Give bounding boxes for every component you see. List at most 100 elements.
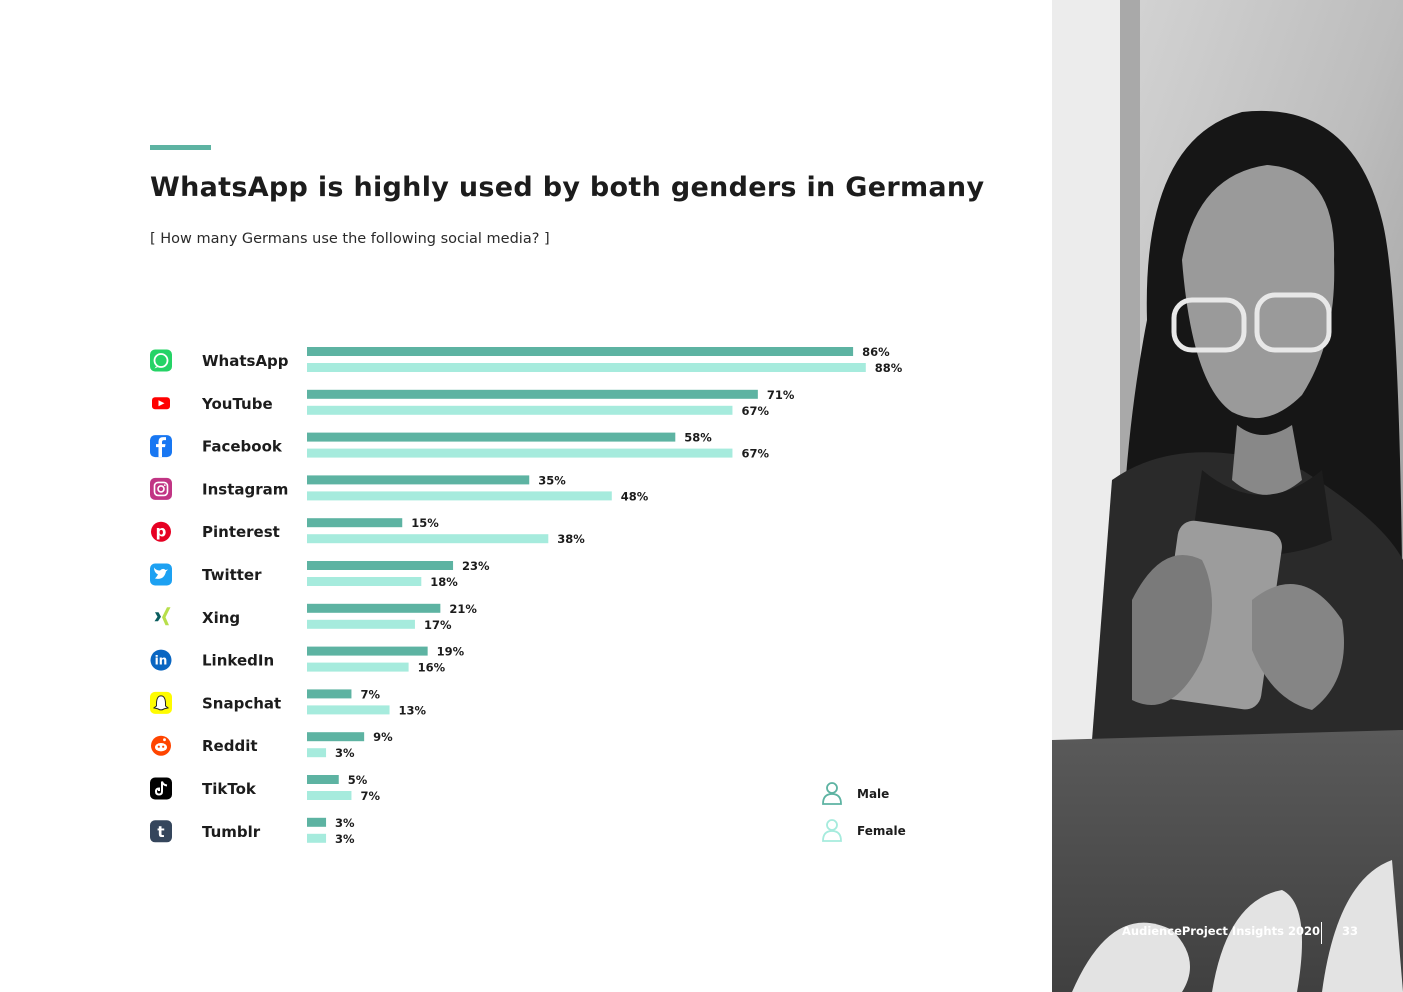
reddit-icon bbox=[151, 735, 171, 756]
accent-rule bbox=[150, 145, 211, 150]
legend-label: Female bbox=[857, 824, 906, 838]
snapchat-icon bbox=[150, 691, 172, 714]
footer-divider bbox=[1321, 922, 1322, 944]
chart-row: Twitter 23% 18% bbox=[150, 559, 490, 589]
female-bar bbox=[307, 705, 390, 715]
svg-text:p: p bbox=[156, 523, 167, 541]
male-value-label: 21% bbox=[449, 602, 477, 616]
instagram-icon bbox=[150, 477, 172, 500]
male-value-label: 9% bbox=[373, 730, 393, 744]
female-bar bbox=[307, 448, 733, 458]
whatsapp-icon bbox=[150, 349, 172, 372]
female-value-label: 13% bbox=[399, 703, 427, 717]
female-value-label: 18% bbox=[430, 575, 458, 589]
chart-row: t Tumblr 3% 3% bbox=[150, 816, 355, 846]
female-bar bbox=[307, 534, 549, 544]
chart-legend: Male Female bbox=[822, 782, 906, 842]
male-bar bbox=[307, 561, 454, 570]
male-bar bbox=[307, 432, 676, 442]
chart-row: Reddit 9% 3% bbox=[151, 730, 393, 760]
female-value-label: 67% bbox=[741, 447, 769, 461]
female-bar bbox=[307, 491, 612, 501]
female-bar bbox=[307, 577, 422, 586]
female-bar bbox=[307, 833, 327, 843]
female-value-label: 67% bbox=[741, 404, 769, 418]
platform-label: Pinterest bbox=[202, 523, 280, 541]
female-value-label: 7% bbox=[360, 789, 380, 803]
legend-label: Male bbox=[857, 787, 889, 801]
tiktok-icon bbox=[150, 777, 172, 800]
platform-label: LinkedIn bbox=[202, 652, 274, 670]
male-value-label: 35% bbox=[538, 473, 566, 487]
photo-woman-with-phone bbox=[1052, 0, 1403, 992]
chart-row: Instagram 35% 48% bbox=[150, 473, 649, 503]
platform-label: Xing bbox=[202, 609, 240, 627]
chart-row: Snapchat 7% 13% bbox=[150, 687, 427, 717]
xing-icon bbox=[154, 607, 171, 626]
female-value-label: 88% bbox=[875, 361, 903, 375]
linkedin-icon: in bbox=[150, 649, 172, 671]
platform-label: Tumblr bbox=[202, 823, 261, 841]
page-title: WhatsApp is highly used by both genders … bbox=[150, 172, 985, 203]
female-value-label: 3% bbox=[335, 746, 355, 760]
footer-title: AudienceProject Insights 2020 bbox=[1122, 924, 1320, 938]
pinterest-icon: p bbox=[151, 521, 171, 542]
platform-label: TikTok bbox=[202, 780, 257, 798]
chart-row: p Pinterest 15% 38% bbox=[151, 516, 585, 546]
male-bar bbox=[307, 646, 428, 656]
platform-label: Instagram bbox=[202, 480, 288, 498]
male-bar bbox=[307, 475, 530, 485]
male-bar bbox=[307, 817, 327, 827]
page-footer: AudienceProject Insights 2020 33 bbox=[1052, 922, 1403, 946]
male-bar bbox=[307, 347, 854, 356]
platform-label: Twitter bbox=[202, 566, 262, 584]
female-person-icon bbox=[822, 819, 842, 842]
female-bar bbox=[307, 662, 409, 672]
male-value-label: 7% bbox=[360, 687, 380, 701]
chart-row: in LinkedIn 19% 16% bbox=[150, 645, 465, 675]
page-number: 33 bbox=[1342, 924, 1359, 938]
male-value-label: 71% bbox=[767, 388, 795, 402]
chart-row: Xing 21% 17% bbox=[154, 602, 477, 632]
chart-row: WhatsApp 86% 88% bbox=[150, 345, 903, 375]
platform-label: Reddit bbox=[202, 737, 258, 755]
female-bar bbox=[307, 748, 327, 758]
platform-label: Facebook bbox=[202, 438, 283, 456]
male-bar bbox=[307, 689, 352, 699]
male-person-icon bbox=[822, 782, 842, 805]
male-value-label: 19% bbox=[437, 645, 465, 659]
male-bar bbox=[307, 389, 758, 399]
male-value-label: 86% bbox=[862, 345, 890, 359]
male-bar bbox=[307, 775, 339, 784]
chart-rows: WhatsApp 86% 88% YouTube 71% 67% Facebook 58% 67… bbox=[150, 345, 903, 846]
female-value-label: 3% bbox=[335, 832, 355, 846]
female-value-label: 38% bbox=[557, 532, 585, 546]
facebook-icon bbox=[150, 435, 172, 458]
male-bar bbox=[307, 603, 441, 613]
female-bar bbox=[307, 405, 733, 415]
twitter-icon bbox=[150, 563, 172, 586]
female-value-label: 17% bbox=[424, 618, 452, 632]
female-bar bbox=[307, 619, 415, 629]
bar-chart: WhatsApp 86% 88% YouTube 71% 67% Facebook 58% 67… bbox=[150, 345, 906, 846]
page-subtitle: [ How many Germans use the following soc… bbox=[150, 231, 550, 247]
male-value-label: 58% bbox=[684, 431, 712, 445]
male-bar bbox=[307, 732, 365, 742]
female-value-label: 48% bbox=[621, 489, 649, 503]
female-bar bbox=[307, 791, 352, 800]
legend-item-female: Female bbox=[822, 819, 906, 842]
svg-text:t: t bbox=[157, 823, 164, 841]
platform-label: WhatsApp bbox=[202, 352, 289, 370]
legend-item-male: Male bbox=[822, 782, 889, 805]
female-value-label: 16% bbox=[418, 661, 446, 675]
photo-illustration bbox=[1052, 0, 1403, 992]
svg-text:in: in bbox=[155, 654, 168, 668]
chart-row: Facebook 58% 67% bbox=[150, 431, 769, 461]
male-value-label: 5% bbox=[348, 773, 368, 787]
male-value-label: 23% bbox=[462, 559, 490, 573]
youtube-icon bbox=[152, 397, 170, 410]
chart-row: TikTok 5% 7% bbox=[150, 773, 380, 803]
chart-row: YouTube 71% 67% bbox=[152, 388, 795, 418]
male-value-label: 3% bbox=[335, 816, 355, 830]
male-value-label: 15% bbox=[411, 516, 439, 530]
